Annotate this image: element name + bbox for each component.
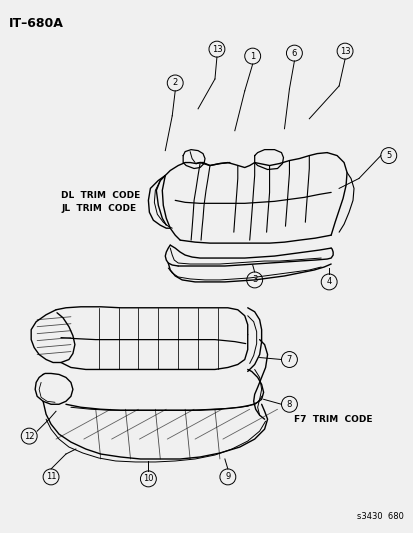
Text: 6: 6 [291,49,297,58]
Text: JL  TRIM  CODE: JL TRIM CODE [61,204,136,213]
Text: 12: 12 [24,432,34,441]
Text: 3: 3 [252,276,257,285]
Text: s3430  680: s3430 680 [356,512,403,521]
Text: 13: 13 [211,45,222,54]
Text: DL  TRIM  CODE: DL TRIM CODE [61,191,140,200]
Text: 10: 10 [143,474,153,483]
Text: 9: 9 [225,472,230,481]
Text: IT–680A: IT–680A [9,17,64,30]
Text: 7: 7 [286,355,292,364]
Text: 2: 2 [172,78,178,87]
Text: F7  TRIM  CODE: F7 TRIM CODE [294,415,372,424]
Text: 4: 4 [326,277,331,286]
Text: 13: 13 [339,46,349,55]
Text: 5: 5 [385,151,390,160]
Text: 1: 1 [249,52,255,61]
Text: 8: 8 [286,400,292,409]
Text: 11: 11 [46,472,56,481]
